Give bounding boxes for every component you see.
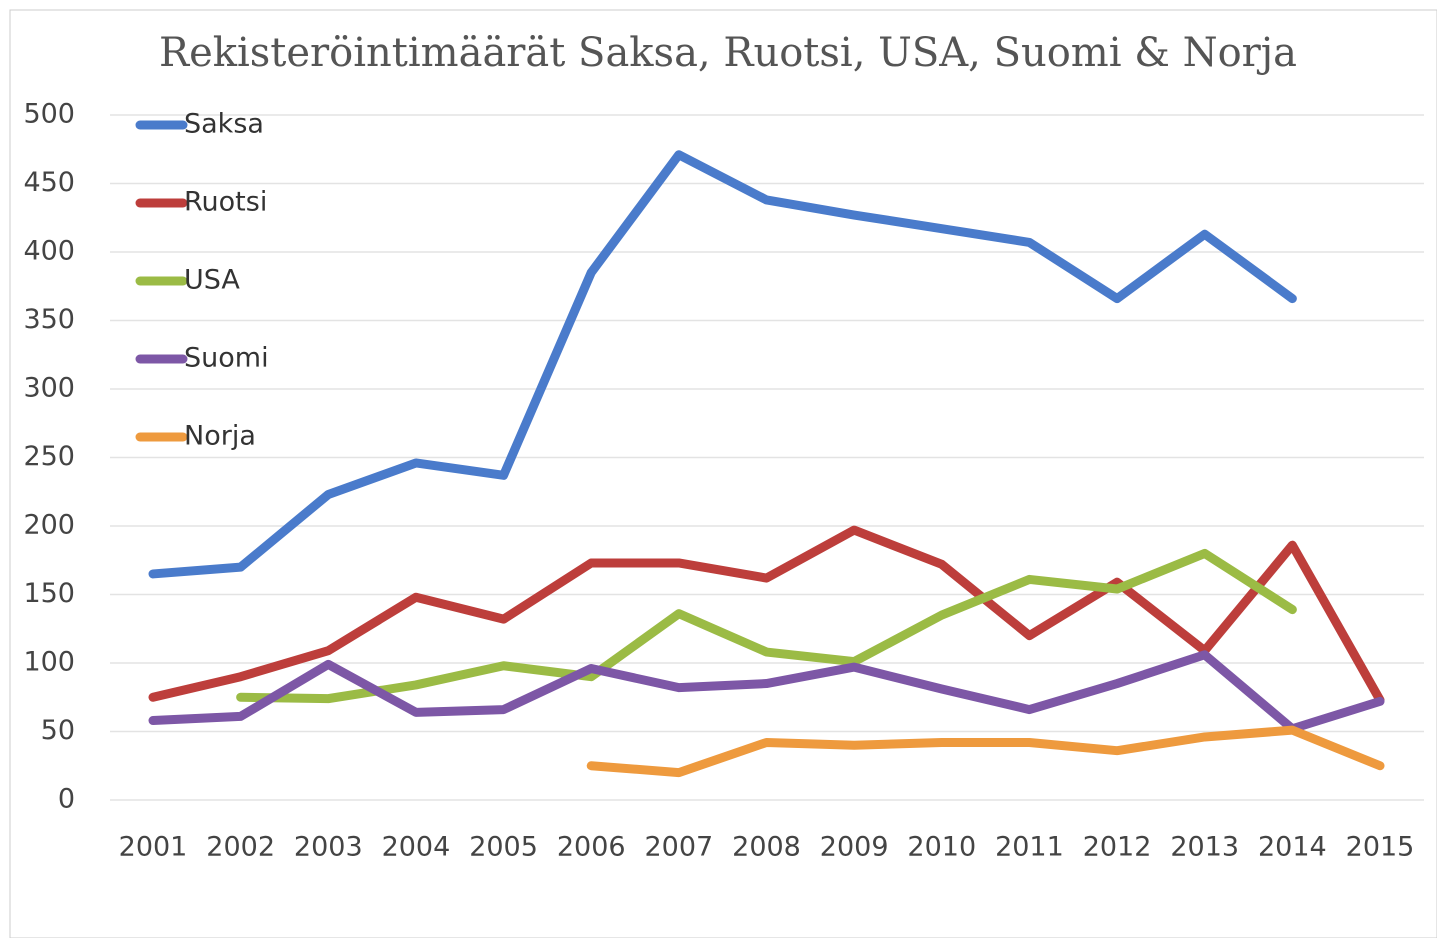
y-tick-label: 50 bbox=[41, 715, 75, 746]
legend-label: Saksa bbox=[184, 109, 264, 140]
x-tick-label: 2002 bbox=[206, 832, 275, 863]
series-line bbox=[148, 525, 1385, 705]
series-line bbox=[586, 725, 1385, 778]
x-tick-label: 2011 bbox=[995, 832, 1064, 863]
y-tick-label: 450 bbox=[23, 167, 75, 198]
series-line bbox=[148, 150, 1297, 579]
x-tick-label: 2005 bbox=[469, 832, 538, 863]
x-tick-label: 2007 bbox=[644, 832, 713, 863]
x-tick-label: 2010 bbox=[907, 832, 976, 863]
chart-title: Rekisteröintimäärät Saksa, Ruotsi, USA, … bbox=[159, 30, 1297, 76]
legend-label: USA bbox=[184, 265, 240, 296]
x-tick-label: 2004 bbox=[382, 832, 451, 863]
x-tick-label: 2014 bbox=[1258, 832, 1327, 863]
legend-label: Suomi bbox=[184, 343, 269, 374]
y-tick-label: 100 bbox=[23, 647, 75, 678]
y-tick-label: 300 bbox=[23, 373, 75, 404]
series-line bbox=[148, 650, 1385, 734]
y-tick-label: 0 bbox=[58, 784, 75, 815]
x-tick-label: 2006 bbox=[557, 832, 626, 863]
legend-label: Ruotsi bbox=[184, 187, 267, 218]
x-tick-label: 2003 bbox=[294, 832, 363, 863]
x-tick-label: 2008 bbox=[732, 832, 801, 863]
y-tick-label: 500 bbox=[23, 99, 75, 130]
x-tick-label: 2015 bbox=[1346, 832, 1415, 863]
chart-frame bbox=[9, 9, 1437, 938]
series-line bbox=[236, 548, 1297, 704]
y-tick-label: 200 bbox=[23, 510, 75, 541]
x-tick-label: 2009 bbox=[820, 832, 889, 863]
y-tick-label: 350 bbox=[23, 304, 75, 335]
x-tick-label: 2001 bbox=[119, 832, 188, 863]
x-tick-label: 2012 bbox=[1083, 832, 1152, 863]
legend-label: Norja bbox=[184, 421, 256, 452]
y-tick-label: 400 bbox=[23, 236, 75, 267]
y-tick-label: 250 bbox=[23, 441, 75, 472]
x-tick-label: 2013 bbox=[1170, 832, 1239, 863]
y-tick-label: 150 bbox=[23, 578, 75, 609]
